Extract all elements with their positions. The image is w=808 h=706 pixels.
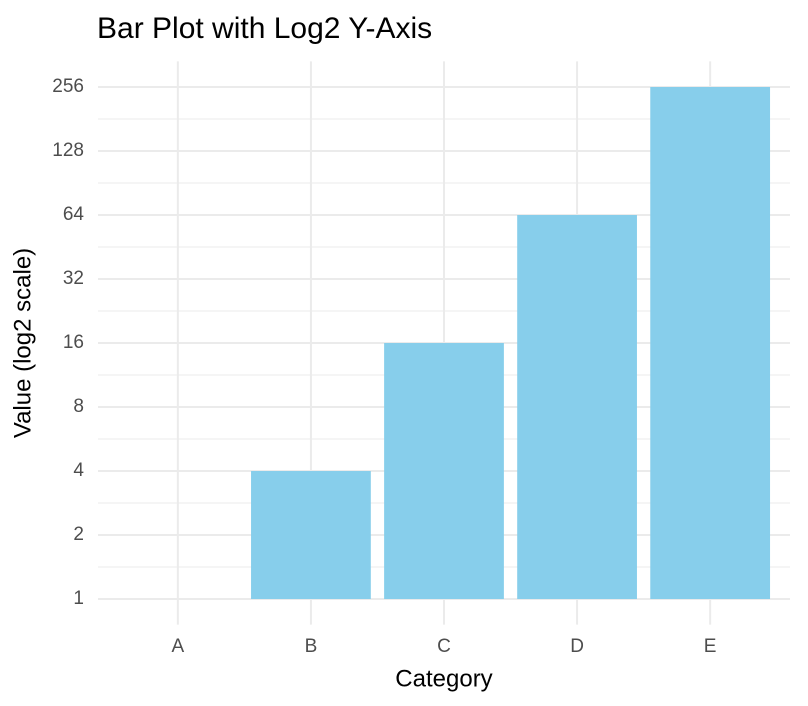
- y-tick-label: 256: [52, 76, 84, 97]
- bar: [384, 343, 504, 600]
- y-tick-label: 1: [73, 588, 84, 609]
- x-tick-label: C: [437, 636, 451, 657]
- y-tick-label: 2: [73, 524, 84, 545]
- x-tick-label: D: [570, 636, 584, 657]
- x-tick-label: B: [305, 636, 318, 657]
- bar: [650, 87, 771, 600]
- y-tick-label: 64: [63, 204, 85, 225]
- y-tick-label: 128: [52, 140, 84, 161]
- bar: [251, 471, 371, 600]
- chart-title: Bar Plot with Log2 Y-Axis: [97, 12, 432, 45]
- x-axis-label: Category: [395, 665, 492, 692]
- bar: [517, 215, 637, 600]
- x-tick-label: A: [172, 636, 185, 657]
- y-axis-label: Value (log2 scale): [9, 248, 36, 438]
- y-tick-label: 8: [73, 396, 84, 417]
- y-tick-label: 16: [63, 332, 84, 353]
- y-tick-label: 4: [73, 460, 84, 481]
- y-tick-label: 32: [63, 268, 84, 289]
- x-tick-label: E: [704, 636, 717, 657]
